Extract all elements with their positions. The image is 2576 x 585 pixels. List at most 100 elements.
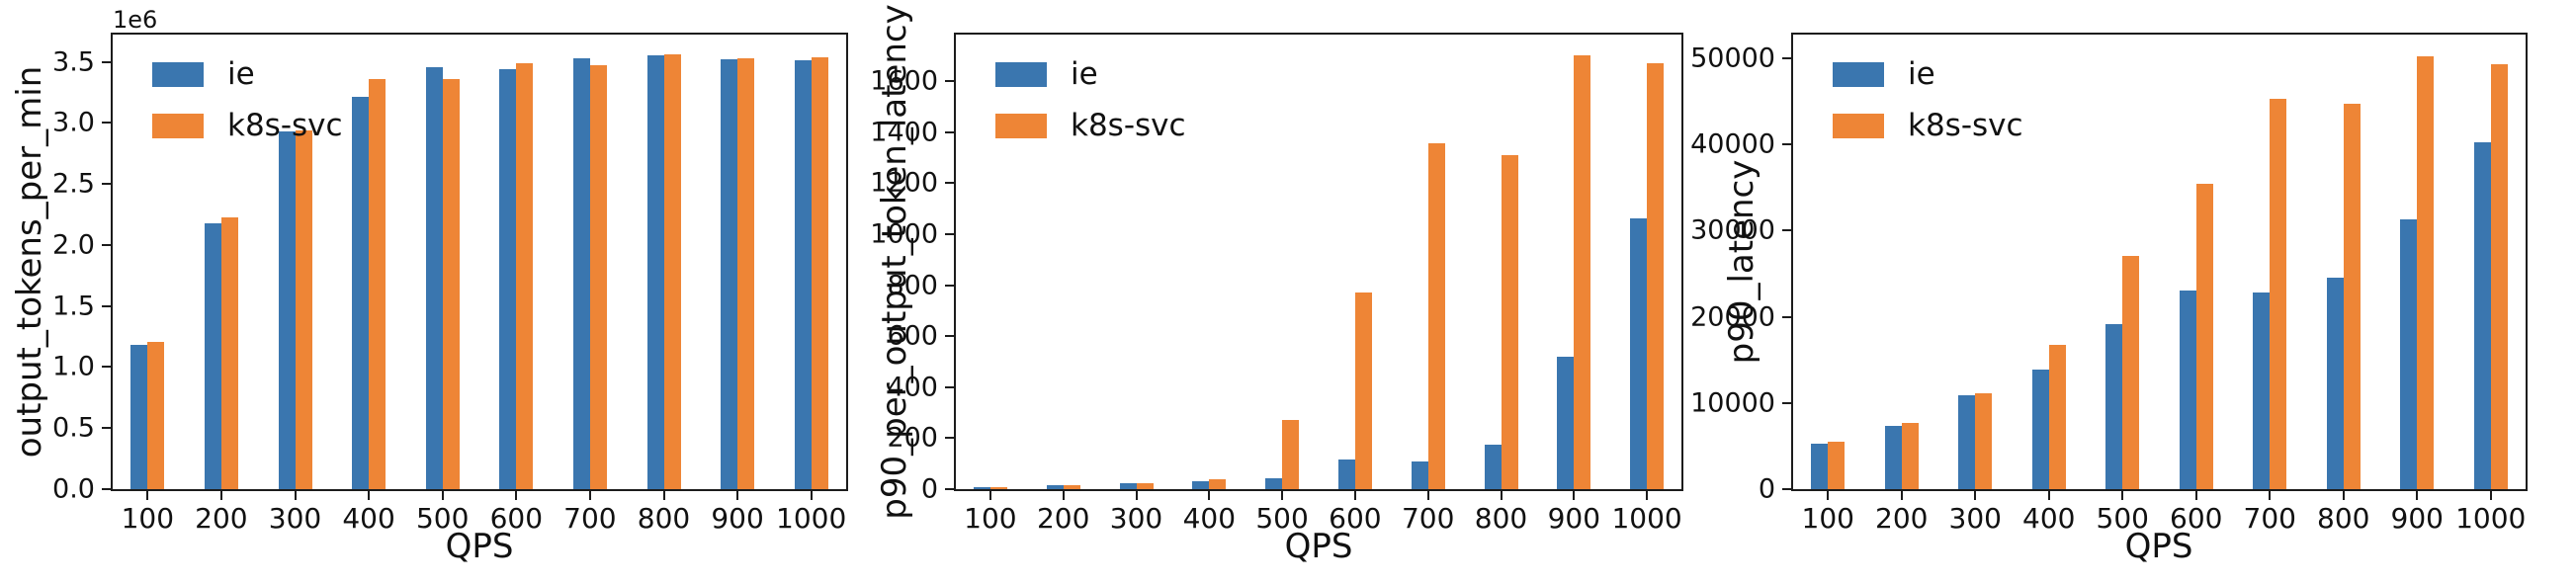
bar-k8s-svc-qps-700	[2270, 99, 2286, 489]
y-axis-offset-label: 1e6	[113, 6, 158, 34]
bar-ie-qps-900	[2400, 219, 2417, 489]
x-tick-mark	[736, 491, 739, 500]
y-tick-mark	[945, 182, 954, 185]
x-tick-mark	[1135, 491, 1138, 500]
x-tick-mark	[1062, 491, 1065, 500]
x-tick-mark	[219, 491, 222, 500]
bar-k8s-svc-qps-900	[2417, 56, 2434, 489]
x-tick-label: 800	[2317, 502, 2370, 535]
bar-k8s-svc-qps-800	[1502, 155, 1518, 489]
y-tick-mark	[945, 385, 954, 388]
y-tick-label: 1600	[870, 65, 938, 97]
x-tick-mark	[368, 491, 371, 500]
bar-ie-qps-600	[2180, 291, 2196, 489]
legend-label: ie	[227, 56, 255, 92]
x-tick-label: 600	[2170, 502, 2223, 535]
x-tick-label: 800	[1474, 502, 1528, 535]
x-tick-label: 800	[637, 502, 691, 535]
x-tick-label: 100	[121, 502, 175, 535]
legend-swatch-k8s-svc	[1833, 113, 1884, 138]
y-tick-mark	[1782, 401, 1791, 404]
x-tick-mark	[1900, 491, 1903, 500]
y-tick-label: 20000	[1690, 301, 1775, 333]
y-tick-label: 40000	[1690, 128, 1775, 160]
x-tick-label: 400	[1182, 502, 1237, 535]
bar-k8s-svc-qps-1000	[2491, 64, 2508, 489]
y-tick-label: 2.5	[52, 168, 95, 200]
y-tick-mark	[945, 488, 954, 490]
legend-swatch-ie	[995, 61, 1047, 87]
legend-label: ie	[1071, 56, 1098, 92]
x-tick-label: 1000	[1611, 502, 1682, 535]
x-tick-label: 900	[2390, 502, 2444, 535]
y-tick-mark	[1782, 57, 1791, 60]
y-tick-label: 10000	[1690, 387, 1775, 419]
bar-ie-qps-500	[1265, 478, 1282, 489]
x-tick-label: 700	[563, 502, 617, 535]
legend-item-ie: ie	[1833, 48, 2023, 100]
y-tick-mark	[102, 122, 111, 125]
legend-item-ie: ie	[995, 48, 1186, 100]
bar-k8s-svc-qps-400	[369, 79, 386, 489]
bar-ie-qps-300	[1120, 483, 1137, 489]
bar-k8s-svc-qps-600	[2196, 184, 2213, 489]
bar-ie-qps-1000	[795, 60, 812, 489]
legend: ie k8s-svc	[995, 48, 1186, 151]
legend: ie k8s-svc	[1833, 48, 2023, 151]
legend-swatch-ie	[152, 61, 204, 87]
y-tick-label: 0	[920, 473, 938, 505]
x-tick-label: 600	[1329, 502, 1382, 535]
bar-ie-qps-100	[130, 345, 147, 489]
bar-k8s-svc-qps-100	[147, 342, 164, 489]
bar-ie-qps-700	[573, 58, 590, 489]
y-tick-mark	[1782, 143, 1791, 146]
bar-k8s-svc-qps-400	[2049, 345, 2066, 489]
y-tick-label: 0	[1758, 473, 1775, 505]
bar-ie-qps-1000	[2474, 142, 2491, 489]
y-tick-mark	[102, 243, 111, 246]
bar-k8s-svc-qps-600	[516, 63, 533, 489]
bar-k8s-svc-qps-1000	[1647, 63, 1664, 489]
bar-ie-qps-200	[1885, 426, 1902, 489]
x-tick-label: 400	[2022, 502, 2076, 535]
y-tick-label: 50000	[1690, 42, 1775, 74]
legend-label: ie	[1908, 56, 1935, 92]
x-tick-mark	[1573, 491, 1576, 500]
bar-ie-qps-500	[2105, 324, 2122, 489]
x-tick-mark	[441, 491, 444, 500]
legend: ie k8s-svc	[152, 48, 343, 151]
y-tick-label: 400	[887, 372, 938, 403]
y-tick-mark	[945, 130, 954, 133]
bar-k8s-svc-qps-800	[664, 54, 681, 489]
bar-ie-qps-800	[2327, 278, 2344, 489]
x-tick-mark	[2121, 491, 2124, 500]
bar-k8s-svc-qps-500	[443, 79, 460, 489]
x-tick-mark	[2489, 491, 2492, 500]
bar-k8s-svc-qps-900	[1574, 55, 1590, 489]
y-tick-label: 3.5	[52, 46, 95, 78]
y-tick-label: 200	[887, 422, 938, 454]
y-tick-label: 30000	[1690, 214, 1775, 246]
y-tick-mark	[945, 284, 954, 287]
x-tick-label: 400	[342, 502, 395, 535]
bar-ie-qps-400	[352, 97, 369, 489]
x-tick-mark	[2194, 491, 2197, 500]
y-tick-mark	[102, 304, 111, 307]
y-tick-label: 1000	[870, 218, 938, 250]
x-tick-label: 600	[489, 502, 544, 535]
x-tick-label: 1000	[2455, 502, 2527, 535]
x-tick-label: 700	[2243, 502, 2296, 535]
legend-item-k8s-svc: k8s-svc	[995, 100, 1186, 151]
bar-ie-qps-500	[426, 67, 443, 489]
bar-ie-qps-100	[1811, 444, 1828, 489]
bar-ie-qps-900	[721, 59, 737, 489]
x-tick-mark	[2342, 491, 2345, 500]
x-tick-mark	[1646, 491, 1649, 500]
x-tick-mark	[988, 491, 991, 500]
x-tick-label: 100	[964, 502, 1017, 535]
bar-k8s-svc-qps-600	[1355, 292, 1372, 489]
x-tick-mark	[1426, 491, 1429, 500]
bar-k8s-svc-qps-700	[590, 65, 607, 489]
y-tick-label: 600	[887, 320, 938, 352]
x-tick-label: 700	[1401, 502, 1455, 535]
